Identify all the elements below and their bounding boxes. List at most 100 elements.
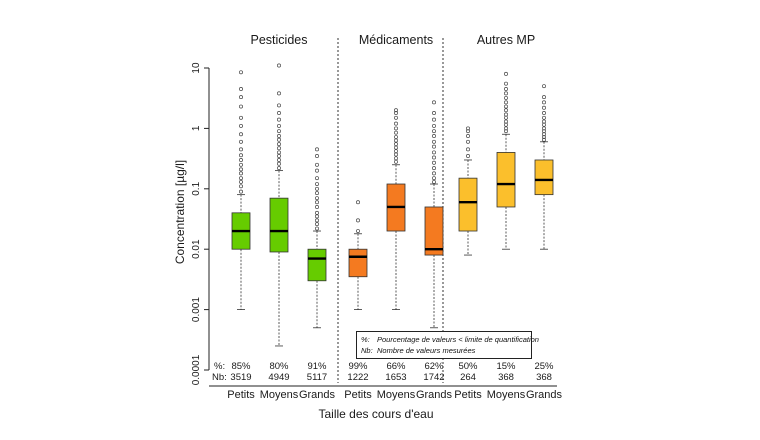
outlier-point xyxy=(315,200,319,205)
outlier-point xyxy=(504,81,508,86)
outlier-point xyxy=(315,205,319,209)
outlier-point xyxy=(315,218,319,223)
outlier-point xyxy=(315,210,319,215)
outlier-point xyxy=(432,133,436,138)
outlier-point xyxy=(394,130,398,135)
box-2-1: 15%368 Moyens xyxy=(487,71,526,401)
outlier-point xyxy=(277,158,281,162)
box-body xyxy=(458,177,478,232)
pct-value: 66% xyxy=(386,361,406,372)
legend-row-nb: Nb: Nombre de valeurs mesurées xyxy=(361,345,527,356)
outlier-point xyxy=(315,162,319,167)
outlier-point xyxy=(504,104,508,109)
pct-row-label: %: xyxy=(214,361,225,372)
x-tick-label: Petits xyxy=(454,389,482,401)
nb-value: 5117 xyxy=(307,372,327,383)
box-2-2: 25%368 Grands xyxy=(526,84,563,401)
outlier-point xyxy=(432,100,436,105)
nb-value: 368 xyxy=(536,372,552,383)
outlier-point xyxy=(239,147,243,152)
group-title: Médicaments xyxy=(359,33,433,47)
outlier-point xyxy=(277,63,281,68)
outlier-point xyxy=(239,139,243,144)
outlier-point xyxy=(277,123,281,128)
outlier-point xyxy=(315,222,319,227)
legend-pct-key: %: xyxy=(361,335,370,344)
outlier-point xyxy=(542,122,546,127)
outlier-point xyxy=(466,139,470,144)
outlier-point xyxy=(542,119,546,124)
outlier-point xyxy=(277,91,281,96)
outlier-point xyxy=(504,95,508,100)
outlier-point xyxy=(394,145,398,150)
x-tick-label: Petits xyxy=(344,389,372,401)
outlier-point xyxy=(239,176,243,181)
outlier-point xyxy=(356,229,360,233)
x-tick-label: Grands xyxy=(416,389,453,401)
outlier-point xyxy=(504,129,508,134)
box-1-0: 99%1222 Petits xyxy=(344,200,372,401)
pct-value: 99% xyxy=(348,361,368,372)
y-tick-label: 0.001 xyxy=(191,297,202,322)
x-tick-label: Moyens xyxy=(487,389,526,401)
nb-value: 368 xyxy=(498,372,514,383)
outlier-point xyxy=(542,137,546,142)
pct-value: 80% xyxy=(269,361,289,372)
outlier-point xyxy=(394,121,398,126)
outlier-point xyxy=(239,95,243,100)
outlier-point xyxy=(394,126,398,131)
outlier-point xyxy=(239,162,243,167)
nb-value: 1222 xyxy=(347,372,368,383)
nb-row-label: Nb: xyxy=(212,372,227,383)
legend-pct-text: Pourcentage de valeurs < limite de quant… xyxy=(377,335,539,344)
box-body xyxy=(424,206,444,256)
outlier-point xyxy=(504,119,508,124)
outlier-point xyxy=(394,149,398,154)
outlier-point xyxy=(432,176,436,181)
outlier-point xyxy=(432,123,436,128)
outlier-point xyxy=(394,152,398,157)
outlier-point xyxy=(315,147,319,152)
outlier-point xyxy=(315,168,319,173)
box-body xyxy=(269,197,289,253)
outlier-point xyxy=(315,196,319,201)
outlier-point xyxy=(239,132,243,137)
x-axis-label: Taille des cours d'eau xyxy=(318,407,433,421)
outlier-point xyxy=(239,104,243,109)
nb-value: 4949 xyxy=(268,372,289,383)
outlier-point xyxy=(542,135,546,139)
outlier-point xyxy=(315,186,319,191)
x-tick-label: Moyens xyxy=(260,389,299,401)
nb-value: 1653 xyxy=(385,372,406,383)
nb-value: 1742 xyxy=(423,372,444,383)
outlier-point xyxy=(239,115,243,120)
outlier-point xyxy=(542,105,546,110)
outlier-point xyxy=(277,166,281,171)
outlier-point xyxy=(394,138,398,143)
outlier-point xyxy=(504,126,508,131)
outlier-point xyxy=(239,184,243,189)
legend-nb-key: Nb: xyxy=(361,346,373,355)
pct-value: 25% xyxy=(534,361,554,372)
outlier-point xyxy=(542,111,546,115)
outlier-point xyxy=(356,218,360,223)
pct-value: 15% xyxy=(496,361,516,372)
outlier-point xyxy=(277,117,281,122)
box-body xyxy=(496,152,516,208)
y-tick-label: 1 xyxy=(191,125,202,131)
y-tick-label: 0.1 xyxy=(191,181,202,195)
outlier-point xyxy=(466,133,470,138)
outlier-point xyxy=(542,129,546,134)
outlier-point xyxy=(239,123,243,128)
outlier-point xyxy=(277,133,281,138)
legend-row-pct: %: Pourcentage de valeurs < limite de qua… xyxy=(361,334,539,345)
nb-value: 3519 xyxy=(230,372,251,383)
outlier-point xyxy=(315,214,319,219)
outlier-point xyxy=(542,95,546,100)
box-body xyxy=(348,248,368,278)
y-tick-label: 0.01 xyxy=(191,239,202,259)
outlier-point xyxy=(542,84,546,89)
x-tick-label: Petits xyxy=(227,389,255,401)
outlier-point xyxy=(277,161,281,166)
